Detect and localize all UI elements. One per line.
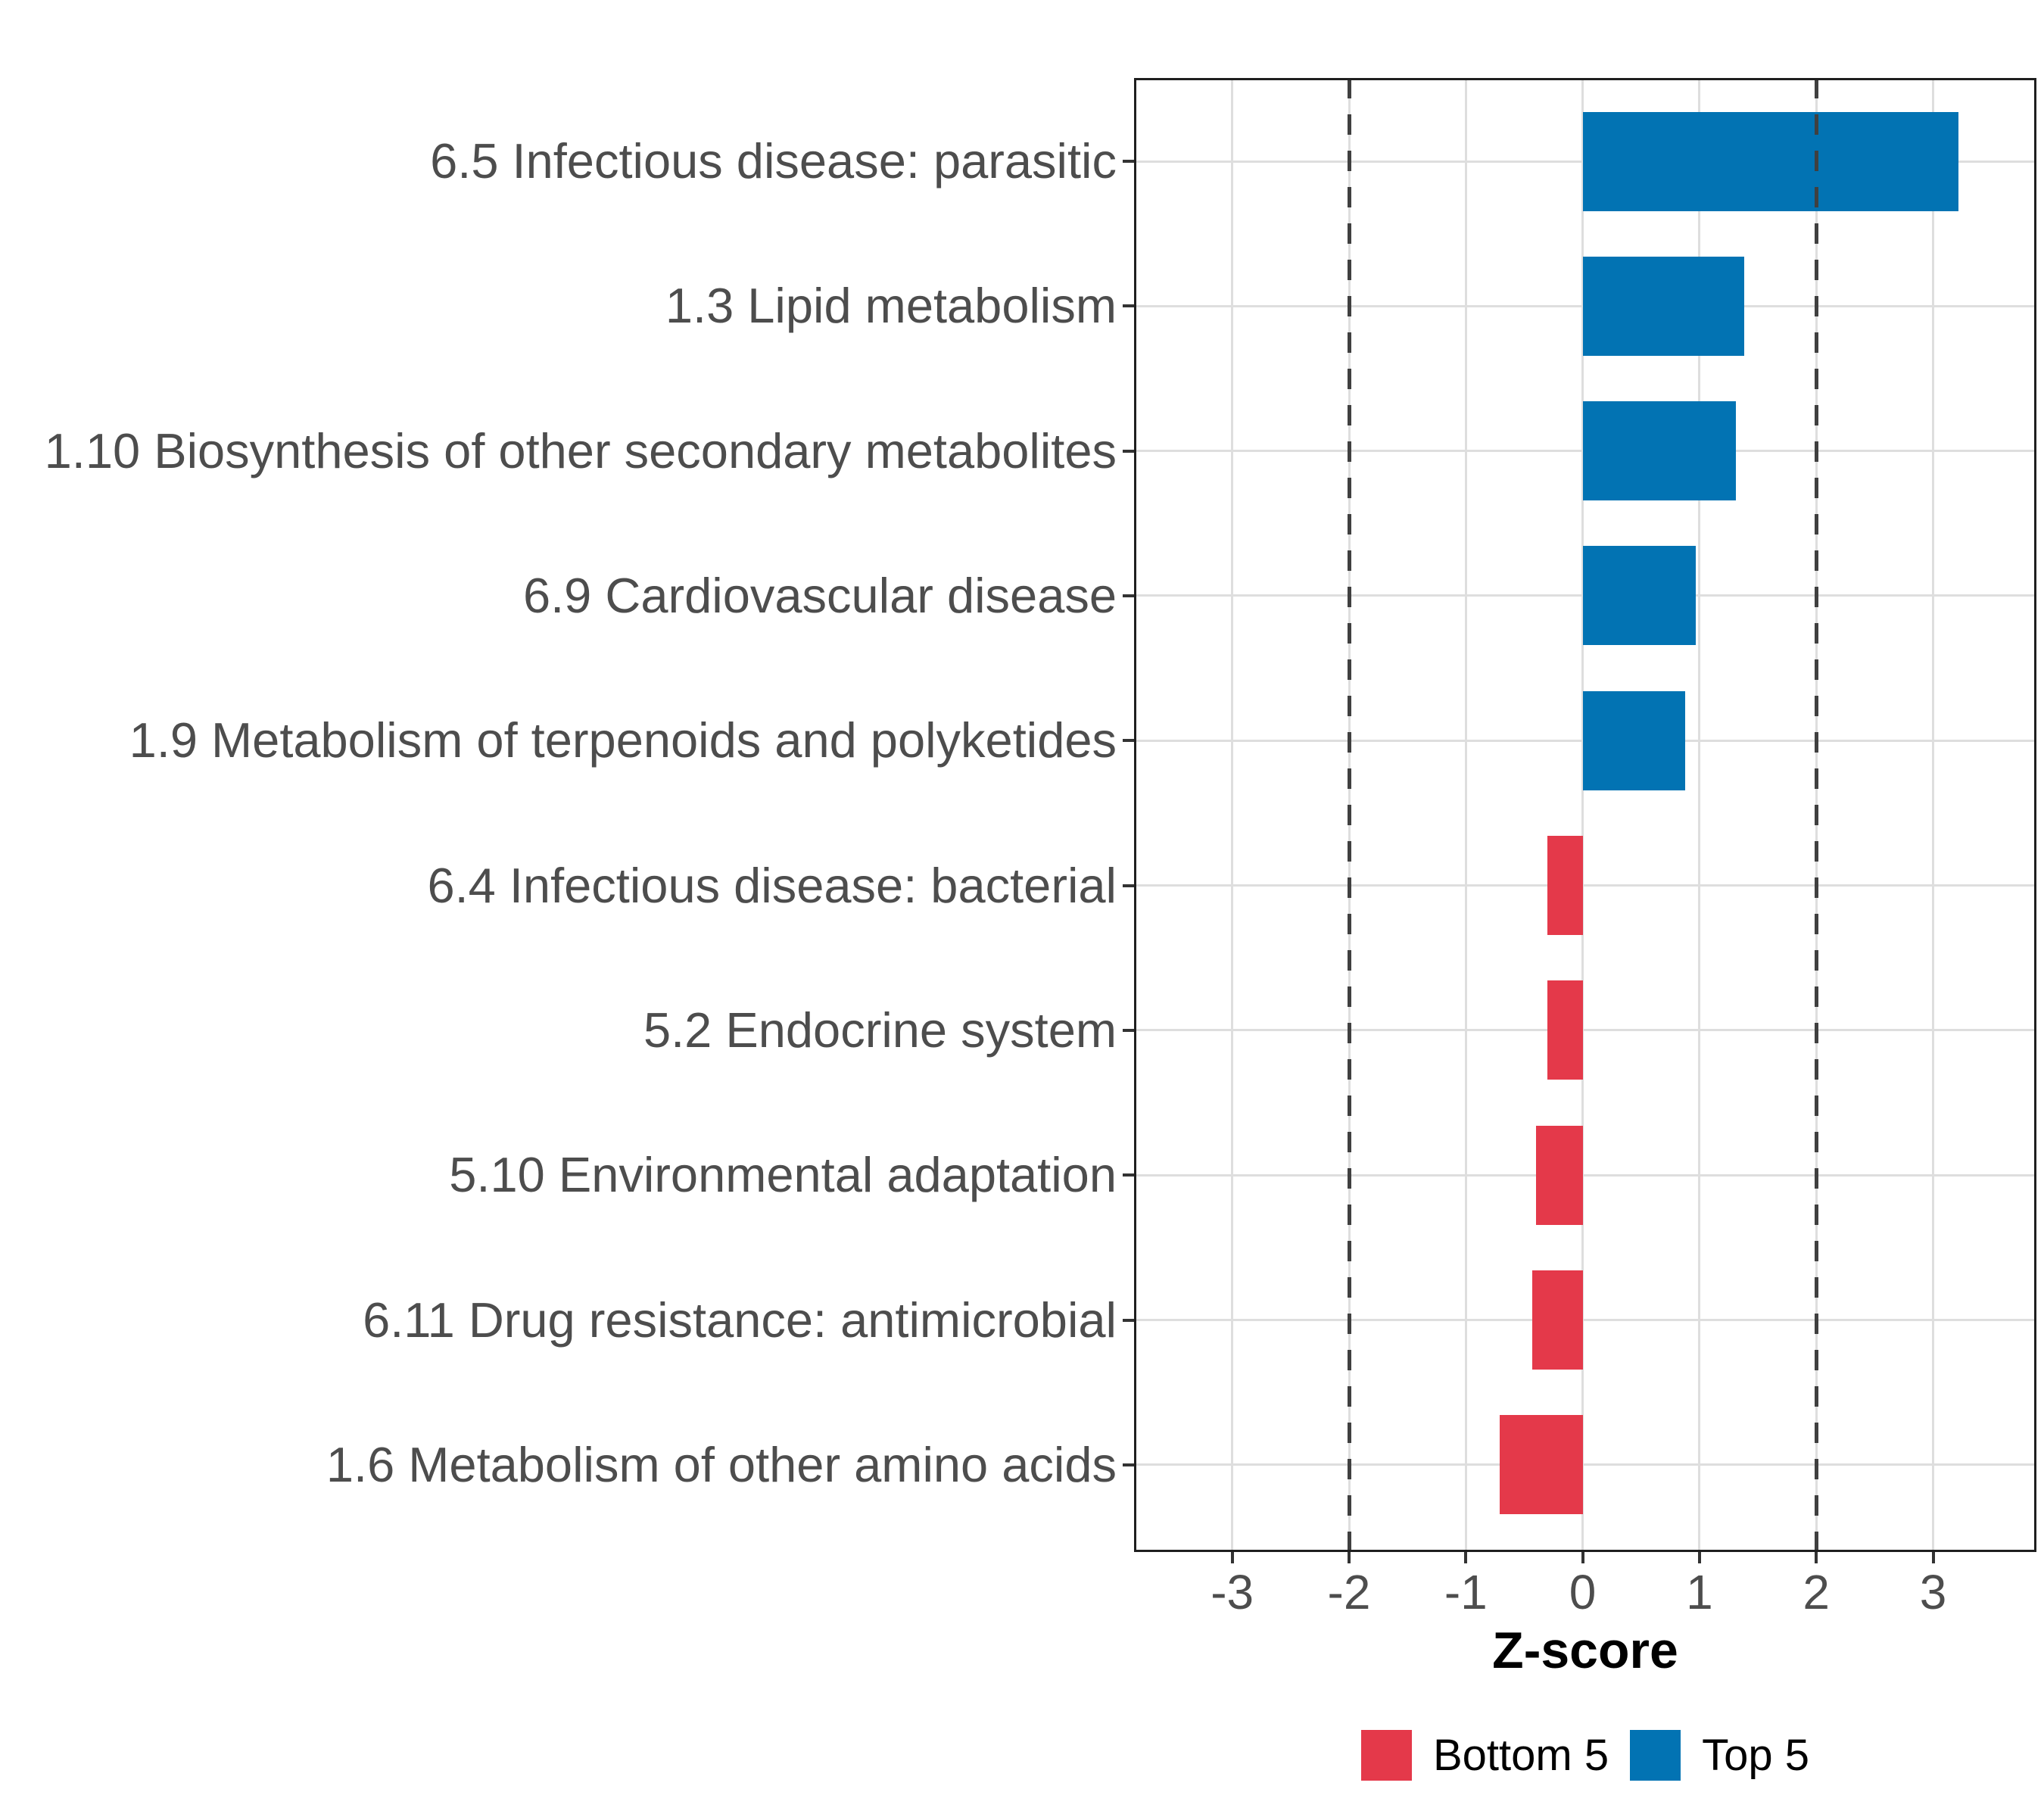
plot-panel <box>1134 78 2036 1552</box>
bar-bottom5 <box>1500 1415 1583 1515</box>
x-tick-label: 1 <box>1686 1565 1713 1619</box>
x-tick-label: -1 <box>1444 1565 1488 1619</box>
x-gridline <box>1464 78 1467 1552</box>
legend: Bottom 5 Top 5 <box>1134 1730 2036 1781</box>
y-tick-mark <box>1123 1318 1134 1322</box>
x-tick-label: 2 <box>1803 1565 1830 1619</box>
y-axis-label: 6.11 Drug resistance: antimicrobial <box>363 1292 1117 1348</box>
x-gridline <box>1698 78 1701 1552</box>
x-gridline <box>1932 78 1934 1552</box>
bar-top5 <box>1582 690 1686 790</box>
legend-swatch <box>1360 1730 1412 1781</box>
x-tick-mark <box>1581 1552 1584 1563</box>
x-tick-label: -3 <box>1211 1565 1254 1619</box>
y-tick-mark <box>1123 449 1134 453</box>
bar-top5 <box>1582 401 1736 501</box>
y-tick-mark <box>1123 304 1134 308</box>
y-tick-mark <box>1123 1028 1134 1032</box>
y-tick-mark <box>1123 1173 1134 1177</box>
x-gridline <box>1581 78 1584 1552</box>
bar-bottom5 <box>1532 1270 1583 1370</box>
x-gridline <box>1231 78 1234 1552</box>
y-axis-label: 1.6 Metabolism of other amino acids <box>326 1436 1117 1492</box>
x-tick-mark <box>1815 1552 1818 1563</box>
bar-bottom5 <box>1547 836 1583 936</box>
y-gridline <box>1134 1463 2036 1466</box>
bar-top5 <box>1582 546 1697 646</box>
y-axis-label: 6.4 Infectious disease: bacterial <box>427 857 1117 913</box>
y-axis-label: 5.2 Endocrine system <box>643 1002 1117 1058</box>
legend-swatch <box>1630 1730 1681 1781</box>
y-gridline <box>1134 1319 2036 1322</box>
bar-top5 <box>1582 256 1744 356</box>
y-tick-mark <box>1123 594 1134 597</box>
y-axis-label: 5.10 Environmental adaptation <box>449 1147 1117 1203</box>
x-tick-mark <box>1931 1552 1935 1563</box>
reference-line <box>1814 78 1818 1552</box>
x-tick-label: 0 <box>1569 1565 1597 1619</box>
x-axis-title: Z-score <box>1492 1622 1678 1679</box>
x-tick-mark <box>1697 1552 1701 1563</box>
y-tick-mark <box>1123 160 1134 163</box>
y-axis-label: 1.10 Biosynthesis of other secondary met… <box>44 422 1117 478</box>
bar-bottom5 <box>1547 980 1583 1080</box>
y-axis-label: 6.5 Infectious disease: parasitic <box>430 133 1117 189</box>
y-tick-mark <box>1123 739 1134 743</box>
y-gridline <box>1134 1029 2036 1032</box>
x-tick-mark <box>1348 1552 1351 1563</box>
x-tick-label: -2 <box>1327 1565 1371 1619</box>
legend-item: Bottom 5 <box>1360 1730 1609 1781</box>
y-gridline <box>1134 884 2036 887</box>
legend-label: Top 5 <box>1702 1731 1809 1780</box>
y-tick-mark <box>1123 1463 1134 1466</box>
x-tick-mark <box>1230 1552 1234 1563</box>
x-tick-mark <box>1464 1552 1468 1563</box>
x-tick-label: 3 <box>1919 1565 1947 1619</box>
y-gridline <box>1134 1173 2036 1177</box>
reference-line <box>1347 78 1351 1552</box>
y-axis-label: 1.9 Metabolism of terpenoids and polyket… <box>129 712 1117 768</box>
bar-top5 <box>1582 111 1959 211</box>
legend-label: Bottom 5 <box>1432 1731 1609 1780</box>
bar-bottom5 <box>1535 1125 1583 1225</box>
y-axis-label: 1.3 Lipid metabolism <box>665 278 1117 334</box>
legend-item: Top 5 <box>1630 1730 1809 1781</box>
y-axis-label: 6.9 Cardiovascular disease <box>522 567 1117 623</box>
y-tick-mark <box>1123 884 1134 887</box>
